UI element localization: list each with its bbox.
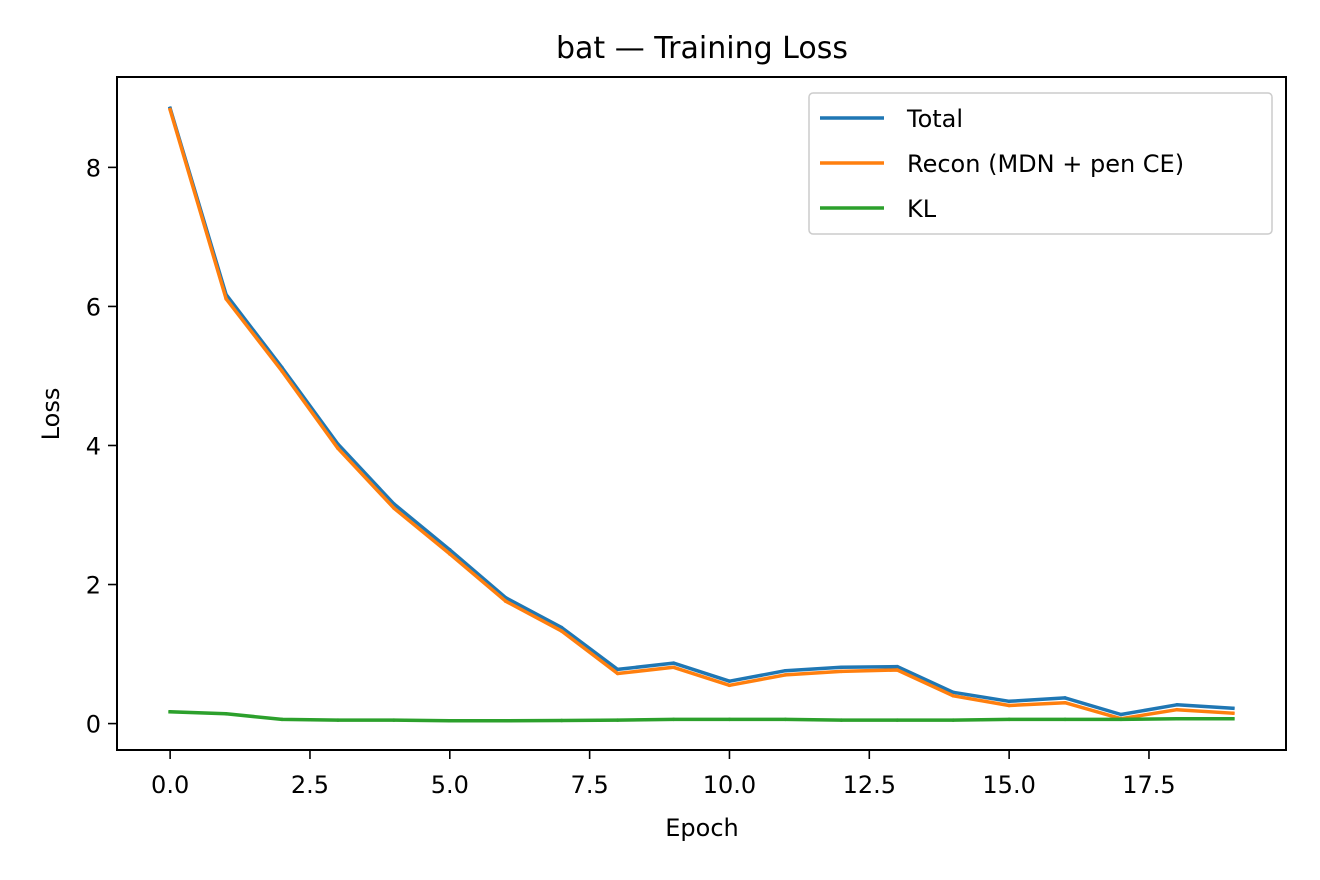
data-point-kl xyxy=(1175,716,1179,721)
data-point-recon-mdn-pen-ce xyxy=(727,683,732,688)
data-point-recon-mdn-pen-ce xyxy=(392,506,396,510)
data-point-recon-mdn-pen-ce xyxy=(448,552,452,556)
x-tick-label: 17.5 xyxy=(1122,771,1175,799)
data-point-recon-mdn-pen-ce xyxy=(336,446,340,451)
y-tick-label: 2 xyxy=(86,572,101,600)
y-tick-label: 6 xyxy=(86,293,101,321)
y-axis-label: Loss xyxy=(37,388,65,441)
plot-frame xyxy=(116,76,1287,751)
data-point-total xyxy=(727,679,732,683)
x-tick-label: 5.0 xyxy=(431,771,469,799)
data-point-total xyxy=(615,667,620,672)
data-point-total xyxy=(1175,703,1179,707)
data-point-kl xyxy=(559,718,564,723)
data-point-kl xyxy=(224,712,228,716)
data-point-total xyxy=(1231,706,1235,711)
y-tick-label: 0 xyxy=(86,711,101,739)
data-point-kl xyxy=(168,710,172,714)
data-point-kl xyxy=(895,718,900,722)
series-line-kl xyxy=(168,709,1235,723)
x-tick-label: 2.5 xyxy=(291,771,329,799)
x-tick-label: 0.0 xyxy=(151,771,189,799)
data-point-total xyxy=(1119,712,1123,717)
data-point-kl xyxy=(448,719,452,723)
data-point-total xyxy=(559,625,564,630)
data-point-recon-mdn-pen-ce xyxy=(280,369,284,373)
y-axis: 0 2 4 6 8 xyxy=(86,154,117,739)
series-line-total xyxy=(167,106,1235,717)
data-point-recon-mdn-pen-ce xyxy=(1007,703,1011,708)
data-point-kl xyxy=(615,718,620,722)
data-point-recon-mdn-pen-ce xyxy=(224,297,228,301)
data-point-recon-mdn-pen-ce xyxy=(1063,700,1067,705)
data-point-total xyxy=(895,664,900,669)
data-point-recon-mdn-pen-ce xyxy=(1231,711,1235,715)
data-point-recon-mdn-pen-ce xyxy=(671,665,676,670)
data-point-total xyxy=(1063,696,1067,700)
data-point-total xyxy=(839,665,844,670)
data-point-recon-mdn-pen-ce xyxy=(559,629,564,633)
data-point-total xyxy=(951,690,955,695)
data-point-kl xyxy=(392,718,396,722)
data-point-kl xyxy=(1119,717,1123,722)
data-point-recon-mdn-pen-ce xyxy=(1175,707,1179,712)
legend-label-total: Total xyxy=(906,105,963,133)
x-axis: 0.0 2.5 5.0 7.5 10.0 12.5 15.0 17.5 xyxy=(151,750,1176,799)
legend-label-kl: KL xyxy=(907,195,937,223)
data-point-recon-mdn-pen-ce xyxy=(895,668,900,672)
x-tick-label: 15.0 xyxy=(982,771,1035,799)
data-point-kl xyxy=(503,719,508,723)
series-line-recon-mdn-pen-ce xyxy=(167,107,1235,721)
x-tick-label: 7.5 xyxy=(571,771,609,799)
plot-area xyxy=(116,76,1287,751)
legend-box xyxy=(808,92,1273,235)
data-point-kl xyxy=(951,718,955,722)
legend: Total Recon (MDN + pen CE) KL xyxy=(808,92,1273,235)
data-point-total xyxy=(448,548,452,552)
data-point-kl xyxy=(280,717,284,722)
chart-title: bat — Training Loss xyxy=(556,31,848,66)
data-point-kl xyxy=(336,718,340,722)
data-point-recon-mdn-pen-ce xyxy=(503,599,508,603)
x-axis-label: Epoch xyxy=(665,814,739,842)
data-point-kl xyxy=(1063,717,1067,722)
data-point-kl xyxy=(727,717,732,722)
x-tick-label: 10.0 xyxy=(703,771,756,799)
data-point-total xyxy=(783,668,788,673)
data-point-kl xyxy=(1231,716,1235,721)
y-tick-label: 4 xyxy=(86,432,101,460)
data-point-kl xyxy=(671,717,676,722)
y-tick-label: 8 xyxy=(86,154,101,182)
x-tick-label: 12.5 xyxy=(843,771,896,799)
data-point-kl xyxy=(783,717,788,722)
data-point-kl xyxy=(1007,717,1011,722)
data-point-recon-mdn-pen-ce xyxy=(783,673,788,677)
data-point-kl xyxy=(839,718,844,722)
series-layer xyxy=(167,106,1235,723)
data-point-total xyxy=(671,661,676,665)
legend-label-recon-mdn-pen-ce: Recon (MDN + pen CE) xyxy=(907,150,1184,178)
data-point-recon-mdn-pen-ce xyxy=(951,694,955,698)
data-point-recon-mdn-pen-ce xyxy=(839,669,844,674)
data-point-total xyxy=(1007,699,1011,704)
data-point-recon-mdn-pen-ce xyxy=(168,107,172,112)
data-point-recon-mdn-pen-ce xyxy=(615,671,620,676)
